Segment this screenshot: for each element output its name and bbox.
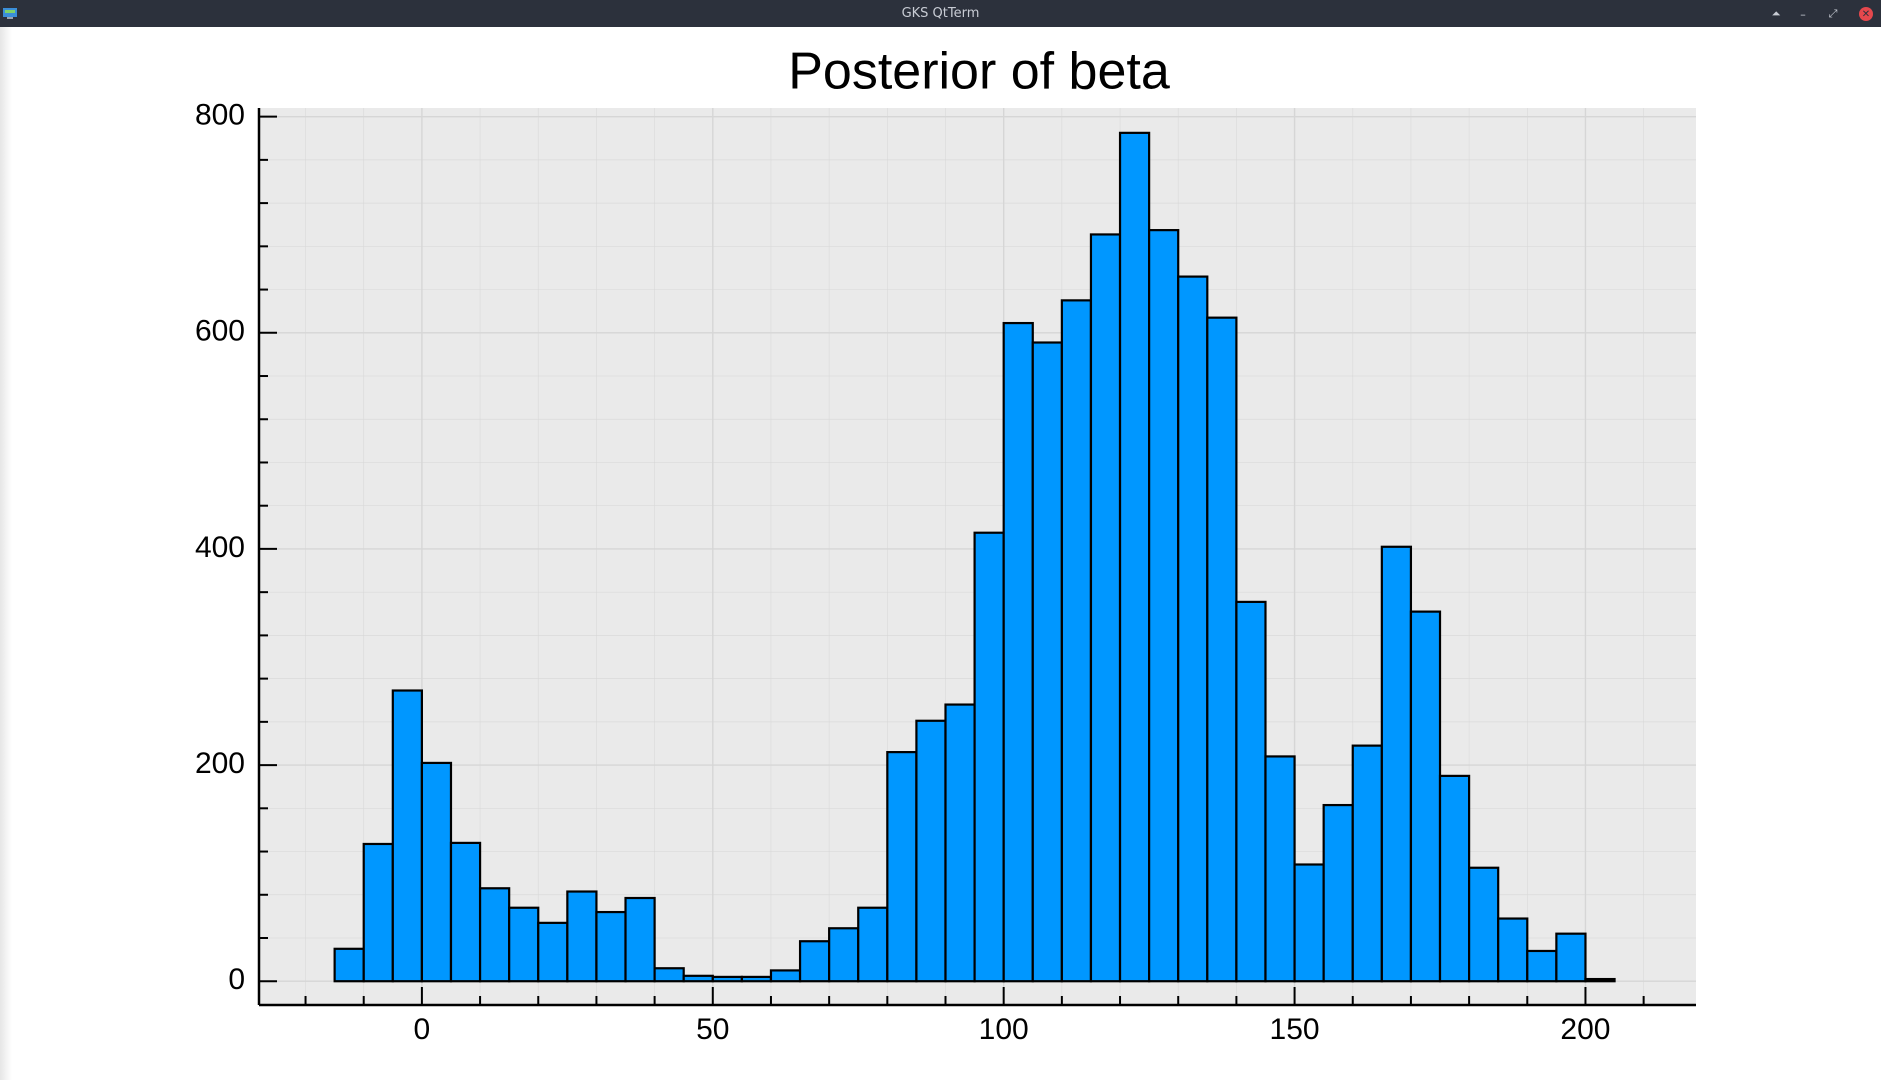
histogram-bar: [886, 751, 918, 983]
histogram-bar: [537, 921, 569, 983]
histogram-bar: [653, 967, 685, 983]
histogram-bar: [478, 887, 511, 983]
histogram-bar: [449, 841, 482, 983]
y-tick-label: 0: [228, 963, 245, 996]
y-tick-label: 600: [195, 315, 245, 348]
histogram-bar: [682, 974, 714, 983]
histogram-bar: [1322, 803, 1354, 983]
x-tick-label: 0: [414, 1013, 431, 1046]
histogram-bar: [624, 896, 656, 983]
histogram-bar: [857, 906, 889, 983]
x-tick-label: 150: [1270, 1013, 1320, 1046]
histogram-bar: [1177, 275, 1209, 983]
histogram-bar: [1148, 229, 1180, 983]
histogram-bar: [333, 947, 365, 983]
window-titlebar[interactable]: GKS QtTerm ⏶ – ⤢ ✕: [0, 0, 1881, 27]
close-button[interactable]: ✕: [1859, 7, 1873, 21]
histogram-bar: [1118, 131, 1151, 983]
minimize-button[interactable]: –: [1800, 7, 1806, 21]
histogram-bar: [1380, 545, 1413, 983]
y-tick-label: 200: [195, 747, 245, 780]
histogram-bar: [944, 703, 976, 983]
histogram-bar: [1438, 774, 1471, 983]
maximize-button[interactable]: ⤢: [1828, 7, 1838, 20]
app-icon: [3, 8, 17, 19]
histogram-bar: [1584, 977, 1616, 983]
histogram-bar: [1351, 744, 1383, 983]
histogram-bar: [1002, 321, 1034, 983]
histogram-bar: [1409, 610, 1442, 983]
histogram-bar: [1293, 863, 1325, 983]
histogram-bar: [1468, 866, 1500, 983]
histogram-bar: [1089, 233, 1122, 983]
histogram-bar: [1264, 755, 1296, 983]
tick-labels: 0 50 100 150 200 0 200 400 600 800: [195, 99, 1611, 1046]
x-tick-label: 200: [1560, 1013, 1610, 1046]
histogram-bar: [420, 761, 453, 983]
histogram-bar: [1206, 316, 1238, 983]
histogram-bar: [1031, 341, 1063, 983]
histogram-bar: [711, 975, 743, 983]
histogram-bar: [508, 906, 540, 983]
window-edge-shadow: [0, 27, 12, 1080]
y-tick-label: 800: [195, 99, 245, 132]
histogram-bar: [362, 842, 394, 983]
chart-title: Posterior of beta: [788, 43, 1170, 101]
histogram-bar: [595, 910, 627, 983]
histogram-bars: [333, 131, 1616, 983]
x-tick-label: 50: [696, 1013, 729, 1046]
window-title: GKS QtTerm: [901, 6, 980, 21]
histogram-bar: [973, 531, 1005, 983]
y-tick-label: 400: [195, 531, 245, 564]
histogram-bar: [1497, 917, 1529, 983]
keep-above-button[interactable]: ⏶: [1771, 7, 1781, 20]
histogram-bar: [1235, 600, 1267, 983]
axes: [257, 108, 1696, 1007]
histogram-bar: [798, 940, 831, 983]
histogram-bar: [915, 719, 947, 983]
histogram-bar: [391, 689, 423, 983]
histogram-bar: [1060, 299, 1093, 983]
histogram-bar: [566, 890, 598, 983]
histogram-chart: Posterior of beta 0 50 100 150 200 0 200 400 600…: [195, 43, 1696, 1046]
histogram-bar: [740, 975, 773, 983]
histogram-bar: [1526, 949, 1558, 983]
x-tick-label: 100: [979, 1013, 1029, 1046]
histogram-bar: [828, 927, 860, 983]
histogram-bar: [769, 969, 802, 983]
histogram-bar: [1555, 932, 1587, 983]
